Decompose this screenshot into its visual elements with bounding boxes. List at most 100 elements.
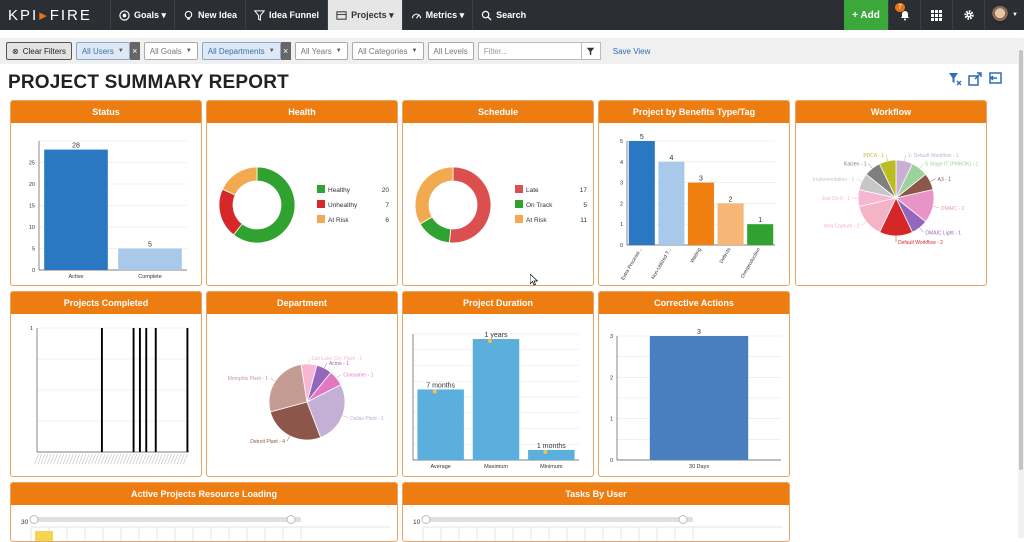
y-tick-label: 2 [610,375,613,381]
mouse-cursor-icon [530,274,538,286]
x-tick-mark [177,454,181,464]
x-tick-mark [47,454,51,464]
nav-search-label: Search [496,10,526,20]
notifications-button[interactable]: 7 [888,0,920,30]
notification-badge: 7 [895,3,905,12]
settings-button[interactable] [952,0,984,30]
nav-metrics[interactable]: Metrics ▾ [402,0,473,30]
years-select[interactable]: All Years▼ [295,42,348,60]
share-icon[interactable] [968,72,982,86]
pie-slice [449,167,491,243]
label-connector [337,374,342,378]
filter-clear-icon[interactable] [948,72,962,86]
legend-swatch [515,200,523,208]
filter-input[interactable]: Filter... [478,42,582,60]
bar [718,203,744,245]
return-icon[interactable] [988,72,1002,86]
x-tick-mark [164,454,168,464]
levels-select[interactable]: All Levels [428,42,474,60]
apps-grid-button[interactable] [920,0,952,30]
label-connector [930,179,935,182]
users-clear-icon[interactable]: × [130,42,140,60]
lightbulb-icon [183,10,194,21]
save-view-link[interactable]: Save View [613,47,651,56]
nav-idea-funnel[interactable]: Idea Funnel [245,0,327,30]
label-connector [920,228,924,233]
filter-apply-button[interactable] [581,42,601,60]
chevron-down-icon: ▼ [412,48,418,54]
departments-clear-icon[interactable]: × [281,42,291,60]
x-tick-mark [174,454,178,464]
legend-swatch [515,215,523,223]
y-tick-label: 1 [30,326,33,332]
x-tick-mark [63,454,67,464]
x-tick-mark [54,454,58,464]
x-tick-mark [142,454,146,464]
legend-value: 20 [382,187,390,194]
panel-title: Corrective Actions [599,292,789,314]
panel-title: Status [11,101,201,123]
y-tick-label: 0 [620,243,623,249]
goals-select[interactable]: All Goals▼ [144,42,198,60]
slice-label: Salt Lake City Plant - 1 [311,356,362,362]
nav-new-idea[interactable]: New Idea [174,0,245,30]
add-button[interactable]: + Add [844,0,888,30]
departments-select[interactable]: All Departments▼ [202,42,281,60]
kpifire-logo[interactable]: KPI ▸ FIRE [0,0,110,30]
scrollbar-thumb[interactable] [1019,50,1023,470]
bar-value-label: 1 months [537,443,566,450]
categories-select[interactable]: All Categories▼ [352,42,424,60]
goals-select-value: All Goals [150,47,182,56]
label-connector [869,164,873,169]
nav-projects[interactable]: Projects ▾ [327,0,402,30]
x-tick-mark [117,454,121,464]
clear-filters-button[interactable]: ⊗ Clear Filters [6,42,72,60]
slice-label: Just Do It - 1 [822,196,851,202]
nav-idea-funnel-label: Idea Funnel [269,10,319,20]
brand-kpi: KPI [8,7,38,24]
nav-goals[interactable]: Goals ▾ [110,0,174,30]
bar-value-label: 28 [72,143,80,150]
nav-search[interactable]: Search [472,0,534,30]
bar-value-label: 1 years [485,332,508,339]
x-tick-mark [120,454,124,464]
x-tick-mark [66,454,70,464]
y-tick-label: 4 [620,160,623,166]
target-icon [119,10,130,21]
x-tick-mark [50,454,54,464]
bar [688,183,714,245]
flame-icon: ▸ [39,6,49,24]
chevron-down-icon: ▼ [336,48,342,54]
range-slider-handle [30,516,38,524]
y-tick-label: 20 [29,182,35,188]
x-tick-label: Overproduction [740,247,762,280]
legend-label: Healthy [328,187,351,194]
page-scrollbar[interactable] [1018,38,1024,538]
user-menu[interactable]: ▼ [984,0,1024,30]
slice-label: DMAIC Light - 1 [925,230,961,236]
bar-value-label: 4 [669,155,673,162]
users-select[interactable]: All Users▼ [76,42,130,60]
x-tick-mark [35,454,39,464]
panel-title: Tasks By User [403,483,789,505]
x-tick-mark [107,454,111,464]
panel-title: Projects Completed [11,292,201,314]
x-tick-mark [95,454,99,464]
x-tick-mark [60,454,64,464]
x-tick-mark [98,454,102,464]
pie-slice [219,189,242,235]
x-tick-mark [139,454,143,464]
brand-fire: FIRE [50,7,92,24]
x-tick-label: Non-Utilized T... [650,247,673,280]
x-tick-mark [126,454,130,464]
label-connector [920,164,924,169]
close-circle-icon: ⊗ [12,47,19,56]
y-tick-label: 10 [413,519,421,526]
y-tick-label: 0 [610,458,613,464]
label-connector [287,436,290,441]
